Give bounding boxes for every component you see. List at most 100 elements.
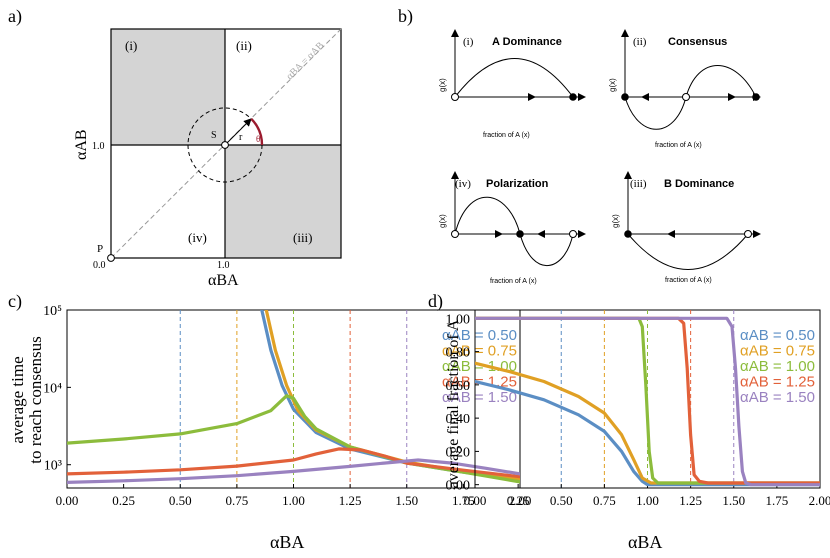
stable-point [569,93,577,101]
unstable-point [682,93,690,101]
x-axis-label: fraction of A (x) [655,142,702,149]
y-tick-label: 1.00 [446,312,471,327]
legend-entry: αAB = 0.50 [442,327,517,344]
y-axis-label: average final fraction of A [445,319,462,488]
diagonal-label: αBA = αAB [284,40,326,82]
g-curve [454,58,574,98]
p-label: P [97,243,103,255]
y-tick-label: 0.00 [446,479,471,494]
r-label: r [239,132,243,143]
legend-entry: αAB = 1.50 [740,389,815,406]
x-tick-label: 0.00 [56,493,79,508]
quadrant-iii-fill [225,145,341,258]
y-axis-label: g(x) [438,214,447,228]
s-label: S [211,130,217,141]
subplot-consensus: (ii) Consensus g(x) fraction of A (x) [608,29,761,149]
stable-point-left [621,93,629,101]
subplot-number: (iii) [630,178,647,190]
y-axis-label-line2: to reach consensus [26,336,45,463]
unstable-point [451,93,459,101]
y-tick-label: 0.60 [446,379,471,394]
x-tick-label: 1.25 [339,493,362,508]
subplot-title: A Dominance [492,36,562,48]
legend-entry: αAB = 1.50 [442,389,517,406]
y-tick-label: 0.20 [446,445,471,460]
panel-a-ylabel: αAB [73,129,90,160]
stable-point-right [752,93,760,101]
panel-d-label: d) [428,291,443,312]
quadrant-iv-label: (iv) [188,230,207,245]
x-tick-label: 2.00 [509,493,532,508]
y-axis-label: g(x) [611,214,620,228]
x-tick-label: 2.00 [809,493,830,508]
unstable-point-left [451,230,459,238]
x-tick-label: 1.75 [452,493,475,508]
x-tick-label: 1.00 [636,493,659,508]
subplot-b-dominance: (iii) B Dominance g(x) fraction of A (x) [611,171,761,284]
legend-entry: αAB = 0.50 [740,327,815,344]
stable-point [516,230,524,238]
subplot-title: Consensus [668,36,727,48]
reference-lines-c [179,310,408,488]
series-line [475,316,820,485]
x-tick-label: 0.75 [226,493,249,508]
quadrant-i-label: (i) [125,38,137,53]
unstable-point-right [569,230,577,238]
legend-entry: αAB = 0.75 [740,343,815,360]
subplot-number: (i) [463,36,474,48]
series-line [67,447,520,479]
x-tick-label: 1.00 [282,493,305,508]
subplot-title: Polarization [486,178,549,190]
quadrant-iii-label: (iii) [293,230,313,245]
unstable-point [744,230,752,238]
subplot-number: (ii) [633,36,647,48]
y-tick-label: 10⁴ [43,381,62,396]
quadrant-i-fill [111,29,225,145]
legend-entry: αAB = 1.00 [442,358,517,375]
x-axis-label: fraction of A (x) [483,132,530,139]
x-tick-label: 1.75 [766,493,789,508]
ticks-c: 0.00 0.25 0.50 0.75 1.00 1.25 1.50 1.75 2.00 10³ 1… [43,304,531,508]
radius-arrow [224,118,252,146]
x-tick-label: 1.50 [395,493,418,508]
x-axis-label: αBA [270,532,304,552]
tick-one-x: 1.0 [217,260,230,271]
subplot-a-dominance: (i) A Dominance g(x) fraction of A (x) [438,29,586,139]
x-tick-label: 0.25 [112,493,135,508]
tick-one-y: 1.0 [92,141,105,152]
panel-c-label: c) [8,291,22,312]
x-tick-label: 0.75 [593,493,616,508]
x-axis-label: fraction of A (x) [490,278,537,285]
point-s [221,141,229,149]
y-axis-label-line1: average time [8,356,27,443]
x-tick-label: 1.25 [679,493,702,508]
y-tick-label: 10⁵ [43,304,62,319]
panel-a-xlabel: αBA [208,272,239,289]
x-axis-label: fraction of A (x) [665,277,712,284]
y-tick-label: 0.80 [446,346,471,361]
theta-arc [250,117,264,146]
x-axis-label: αBA [628,532,662,552]
y-tick-label: 0.40 [446,412,471,427]
x-tick-label: 0.50 [550,493,573,508]
panel-c: c) 0.00 0.25 0.50 0.75 1.00 1.25 1.50 1.75 2.00 1… [8,291,531,552]
stable-point [624,230,632,238]
g-curve [454,196,574,267]
y-axis-label: g(x) [438,78,447,92]
series-d [475,316,820,487]
legend-entry: αAB = 0.75 [442,343,517,360]
legend-entry: αAB = 1.00 [740,358,815,375]
x-tick-label: 0.50 [169,493,192,508]
panel-b: b) (i) A Dominance g(x) fraction of A (x… [398,6,761,285]
series-c [67,310,520,484]
series-line [475,316,820,487]
x-tick-label: 0.25 [507,493,530,508]
panel-a-label: a) [8,6,22,27]
x-tick-label: 1.50 [722,493,745,508]
series-line [475,379,820,487]
theta-label: θ [256,134,260,144]
subplot-title: B Dominance [664,178,734,190]
panel-a: a) αBA = αAB (i) (ii) (iii) (iv) S r θ P… [8,6,342,289]
